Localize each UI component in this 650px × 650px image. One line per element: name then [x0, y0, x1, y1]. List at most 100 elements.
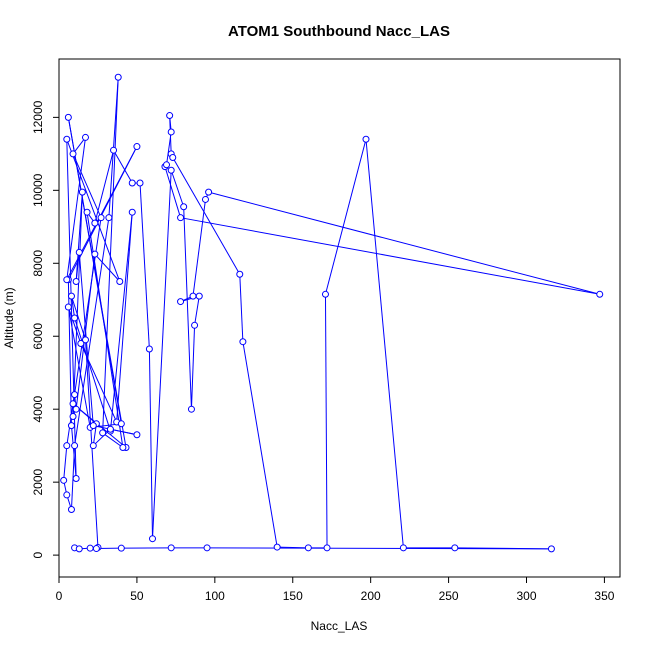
x-axis-label: Nacc_LAS: [311, 619, 368, 633]
data-point: [149, 535, 156, 543]
x-tick-label: 250: [439, 589, 459, 603]
series-segment: [113, 149, 133, 184]
series-segment: [66, 139, 121, 282]
data-point: [195, 292, 203, 300]
y-tick-label: 0: [31, 551, 45, 558]
series-segment: [194, 296, 200, 326]
data-point: [86, 544, 94, 552]
chart-title: ATOM1 Southbound Nacc_LAS: [228, 23, 450, 40]
series-segment: [66, 137, 86, 280]
data-point: [163, 161, 171, 169]
data-point: [67, 506, 75, 514]
data-point: [60, 476, 68, 484]
data-point: [75, 248, 83, 256]
data-point: [91, 250, 99, 258]
data-point: [92, 545, 100, 553]
data-point: [89, 422, 97, 430]
data-point: [72, 405, 80, 413]
series-segment: [109, 212, 133, 432]
data-point: [114, 73, 122, 81]
data-point: [69, 412, 77, 420]
data-point: [81, 336, 89, 344]
series-segment: [74, 217, 110, 446]
data-point: [110, 146, 118, 154]
series-segment: [94, 253, 121, 282]
data-point: [177, 298, 185, 306]
series-segment: [208, 191, 600, 295]
series-segment: [242, 341, 278, 548]
data-point: [81, 133, 89, 141]
series-segment: [324, 294, 328, 548]
y-tick-label: 2000: [31, 468, 45, 495]
data-point: [71, 442, 79, 450]
series-segment: [67, 306, 82, 344]
series-segment: [94, 150, 115, 224]
data-point: [71, 314, 79, 322]
data-point: [116, 278, 124, 286]
data-point: [64, 113, 72, 121]
series-segment: [190, 325, 196, 410]
data-point: [177, 214, 185, 222]
data-point: [203, 544, 211, 552]
data-point: [67, 422, 75, 430]
x-tick-label: 300: [516, 589, 536, 603]
x-tick-label: 150: [283, 589, 303, 603]
series-segment: [63, 445, 68, 481]
data-point: [145, 345, 153, 353]
series-segment: [102, 432, 124, 448]
y-tick-label: 8000: [31, 250, 45, 277]
data-point: [323, 544, 331, 552]
data-point: [273, 543, 281, 551]
series-segment: [72, 192, 83, 417]
data-point: [69, 150, 77, 158]
series-segment: [180, 217, 600, 295]
series-segment: [102, 77, 119, 433]
data-point: [106, 425, 114, 433]
data-point: [133, 431, 141, 439]
series-segment: [74, 317, 111, 432]
data-point: [69, 400, 77, 408]
y-tick-label: 4000: [31, 396, 45, 423]
series-segment: [80, 343, 118, 423]
data-point: [205, 188, 213, 196]
data-point: [189, 292, 197, 300]
series-segment: [70, 296, 76, 319]
series-segment: [164, 166, 182, 218]
series-segment: [116, 212, 133, 423]
x-tick-label: 100: [205, 589, 225, 603]
data-point: [166, 112, 174, 120]
data-point: [117, 420, 125, 428]
data-point: [128, 208, 136, 216]
data-point: [63, 491, 71, 499]
data-point: [63, 135, 71, 143]
x-axis: 0 50 100 150 200 250 300 350: [56, 576, 615, 603]
series-segment: [207, 547, 552, 550]
data-point: [201, 195, 209, 203]
data-point: [236, 270, 244, 278]
data-point: [99, 429, 107, 437]
data-point: [67, 292, 75, 300]
data-point: [63, 276, 71, 284]
data-point: [451, 544, 459, 552]
data-point: [321, 290, 329, 298]
data-point: [78, 188, 86, 196]
data-point: [91, 219, 99, 227]
data-point: [187, 405, 195, 413]
series-segment: [93, 425, 138, 436]
y-axis: 0 2000 4000 6000 8000 10000 12000: [31, 100, 60, 558]
data-point: [136, 179, 144, 187]
data-point: [180, 203, 188, 211]
data-point: [119, 444, 127, 451]
x-tick-label: 0: [56, 589, 63, 603]
data-point: [304, 544, 312, 552]
series-segment: [152, 170, 172, 539]
data-point: [75, 545, 83, 553]
data-point: [399, 544, 407, 552]
series-segment: [170, 170, 185, 207]
data-point: [239, 338, 247, 346]
data-point: [71, 391, 79, 399]
data-point: [72, 278, 80, 286]
data-point: [89, 442, 97, 450]
y-tick-label: 10000: [31, 173, 45, 207]
